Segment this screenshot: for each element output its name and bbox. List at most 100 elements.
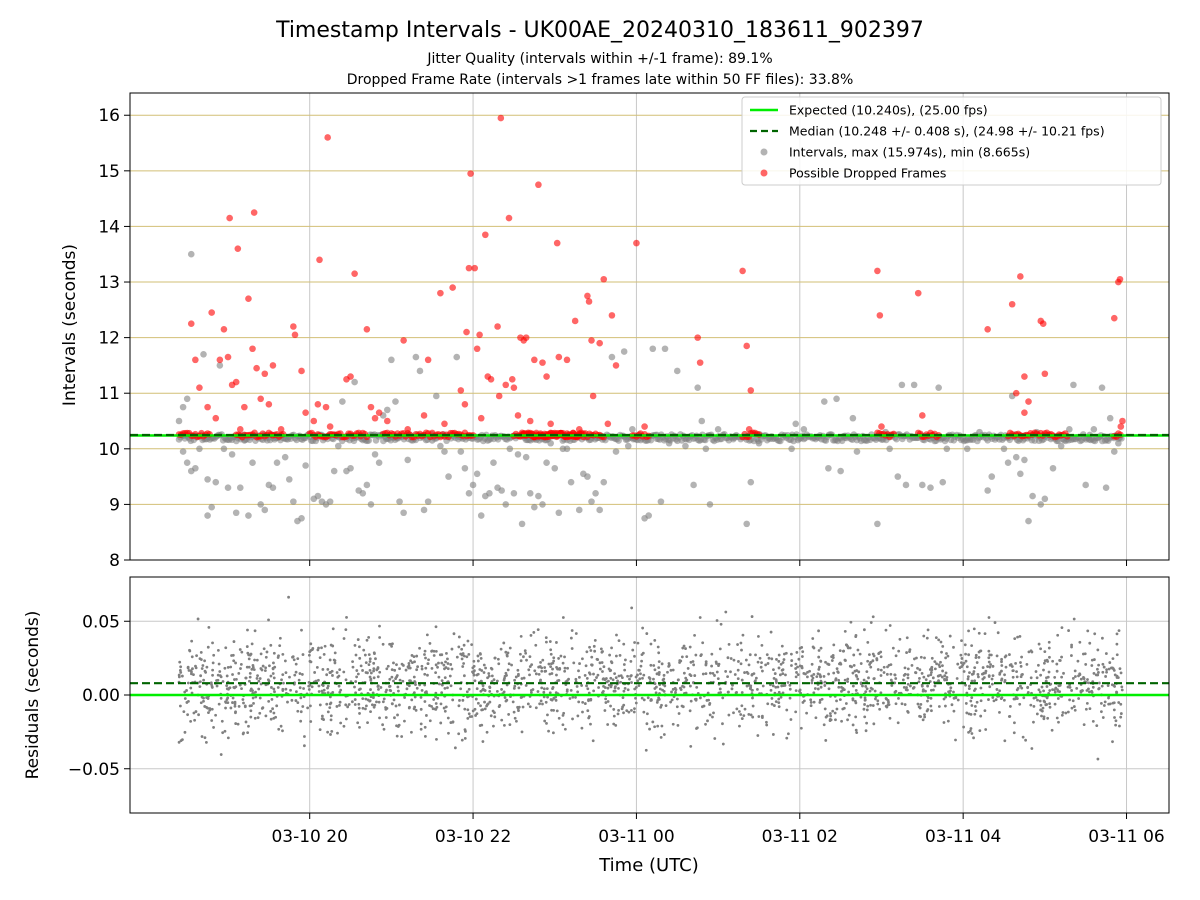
residual-point (1067, 629, 1070, 632)
dropped-point (747, 387, 755, 394)
residual-point (1072, 705, 1076, 708)
residual-point (1079, 689, 1083, 693)
residual-point (604, 701, 608, 704)
residual-point (378, 636, 382, 639)
dropped-point (245, 295, 252, 303)
residual-point (972, 736, 975, 740)
interval-point (682, 442, 689, 450)
residual-point (403, 696, 407, 699)
residual-point (973, 712, 977, 716)
residual-point (423, 700, 427, 703)
residual-point (811, 676, 815, 680)
residual-point (185, 689, 188, 692)
residual-point (970, 644, 974, 648)
residual-point (871, 704, 875, 707)
residual-point (388, 677, 392, 681)
residual-point (247, 724, 250, 728)
residual-point (299, 696, 303, 700)
residual-point (376, 667, 380, 670)
residual-point (656, 724, 660, 728)
residual-point (534, 643, 538, 647)
residual-point (200, 695, 204, 699)
residual-point (432, 698, 436, 701)
residual-point (945, 675, 949, 679)
dropped-point (604, 420, 612, 428)
residual-point (954, 738, 957, 742)
interval-point (204, 512, 211, 519)
residual-point (983, 709, 987, 713)
residual-point (909, 684, 912, 688)
residual-point (882, 665, 886, 669)
residual-point (701, 672, 705, 676)
residual-point (660, 662, 664, 666)
residual-point (711, 715, 714, 719)
residual-point (645, 712, 649, 716)
residual-point (412, 655, 416, 659)
residual-point (534, 672, 538, 676)
dropped-point (269, 362, 277, 369)
residual-point (300, 628, 303, 632)
residual-point (455, 655, 459, 659)
residual-point (294, 662, 298, 666)
interval-point (927, 484, 934, 492)
residual-point (987, 674, 991, 678)
residual-point (221, 731, 225, 735)
residual-point (1100, 710, 1103, 714)
residual-point (258, 677, 262, 680)
residual-point (1025, 662, 1029, 666)
residual-point (1015, 675, 1019, 679)
residual-point (1042, 661, 1046, 665)
residual-point (902, 685, 906, 689)
residual-point (220, 719, 224, 723)
interval-point (853, 448, 861, 455)
residual-point (238, 683, 242, 687)
residual-point (224, 706, 227, 710)
residual-point (879, 668, 883, 672)
residual-point (800, 664, 804, 668)
residual-point (878, 707, 882, 711)
residual-point (856, 677, 860, 681)
residual-point (446, 686, 449, 690)
dropped-point (502, 381, 510, 389)
residual-point (811, 645, 815, 649)
residual-point (370, 703, 374, 707)
residual-point (416, 665, 419, 669)
residual-point (271, 707, 274, 711)
residual-point (367, 663, 371, 667)
residual-point (446, 667, 450, 671)
interval-point (747, 478, 755, 486)
residual-point (897, 649, 901, 653)
interval-point (825, 464, 832, 472)
residual-point (450, 667, 454, 671)
residual-point (978, 649, 982, 653)
residual-point (975, 661, 979, 664)
residual-point (846, 677, 850, 681)
dropped-point (316, 256, 323, 264)
residual-point (593, 638, 597, 642)
residual-point (444, 705, 448, 709)
residual-point (430, 704, 433, 708)
interval-point (347, 464, 354, 472)
residual-point (552, 731, 555, 735)
residual-point (866, 659, 870, 663)
residual-point (470, 643, 474, 647)
interval-point (645, 512, 652, 519)
residual-point (559, 654, 563, 658)
residual-point (353, 685, 356, 689)
residual-point (863, 698, 867, 702)
residual-point (636, 641, 640, 645)
residual-point (639, 664, 643, 668)
residual-point (264, 714, 268, 718)
residual-point (479, 704, 482, 708)
interval-point (984, 487, 991, 494)
residual-point (704, 672, 708, 675)
residual-point (1115, 690, 1118, 694)
residual-point (302, 744, 306, 748)
residual-point (368, 660, 372, 663)
residual-point (638, 677, 642, 681)
residual-point (356, 721, 360, 725)
residual-point (231, 673, 234, 676)
residual-point (211, 668, 215, 672)
residual-point (267, 618, 270, 622)
